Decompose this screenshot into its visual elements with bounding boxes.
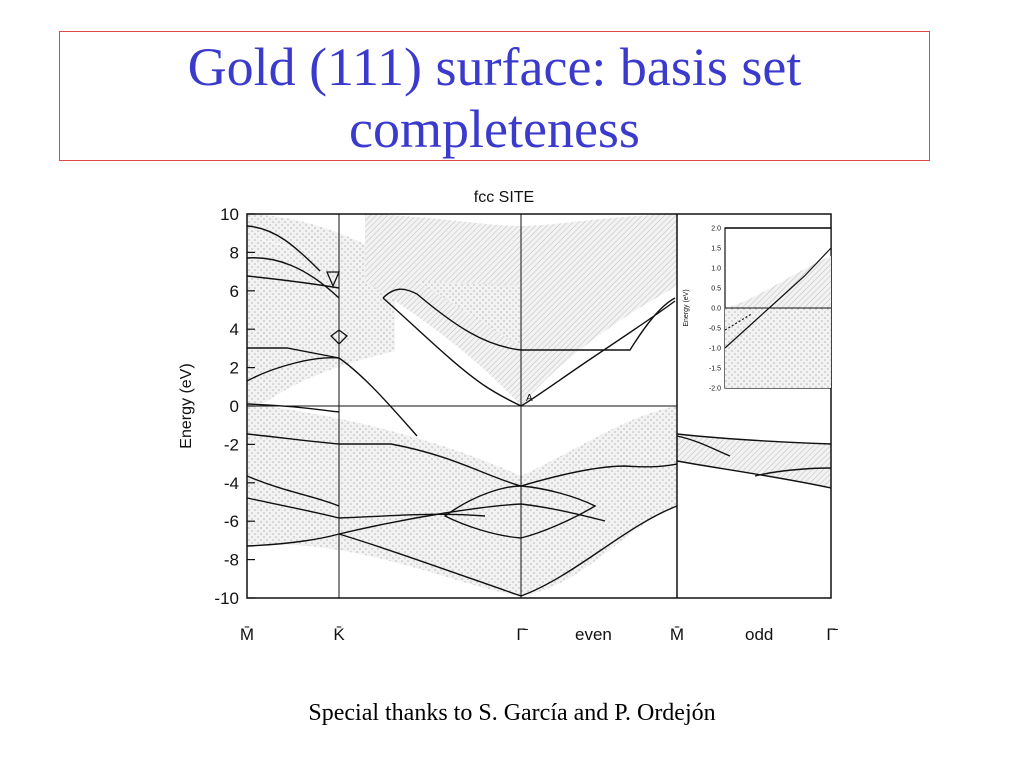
y-tick-label: -10 (214, 589, 239, 608)
x-tick-label: even (575, 625, 612, 644)
x-tick-label: Γ̄ (516, 625, 528, 644)
x-tick-label: M̄ (240, 625, 254, 644)
y-tick-label: 6 (230, 282, 239, 301)
y-axis-label: Energy (eV) (178, 363, 195, 448)
y-tick-label: 2 (230, 359, 239, 378)
inset-y-tick-labels: 2.0 1.5 1.0 0.5 0.0 -0.5 -1.0 -1.5 -2.0 (709, 226, 721, 393)
slide-title: Gold (111) surface: basis set completene… (187, 37, 802, 159)
inset-y-tick-label: 2.0 (711, 226, 721, 233)
title-box: Gold (111) surface: basis set completene… (59, 31, 930, 161)
annotation-label: A (526, 393, 533, 404)
inset-y-tick-label: 0.0 (711, 306, 721, 313)
inset-y-tick-label: -2.0 (709, 386, 721, 393)
inset-panel: 2.0 1.5 1.0 0.5 0.0 -0.5 -1.0 -1.5 -2.0 Energy (… (683, 226, 832, 393)
band-lines (246, 225, 832, 597)
y-ticks (247, 213, 255, 599)
marker-diamond (330, 329, 348, 345)
inset-y-tick-label: 1.0 (711, 266, 721, 273)
marker-triangle (326, 271, 340, 288)
y-tick-label: 4 (230, 320, 239, 339)
inset-y-tick-label: -1.5 (709, 366, 721, 373)
inset-band-line-2 (724, 313, 752, 331)
y-tick-label: -4 (224, 474, 239, 493)
inset-y-tick-label: -1.0 (709, 346, 721, 353)
x-tick-label: K̄ (333, 625, 345, 644)
y-tick-label: -2 (224, 435, 239, 454)
inset-y-tick-label: 0.5 (711, 286, 721, 293)
inset-y-tick-label: -0.5 (709, 326, 721, 333)
x-tick-label: odd (745, 625, 773, 644)
y-tick-labels: 10 8 6 4 2 0 -2 -4 -6 -8 -10 (214, 205, 239, 608)
slide-caption: Special thanks to S. García and P. Ordej… (308, 700, 716, 726)
y-tick-label: -8 (224, 551, 239, 570)
inset-y-axis-label: Energy (eV) (683, 289, 690, 326)
inset-y-tick-label: 1.5 (711, 246, 721, 253)
x-tick-label: M̄ (670, 625, 684, 644)
x-tick-labels: M̄ K̄ Γ̄ even M̄ odd Γ̄ (240, 625, 839, 644)
y-tick-label: 10 (220, 205, 239, 224)
x-tick-label: Γ̄ (826, 625, 838, 644)
inset-band-line-1 (724, 247, 832, 349)
y-tick-label: 8 (230, 243, 239, 262)
y-tick-label: 0 (230, 397, 239, 416)
figure-title: fcc SITE (474, 189, 534, 206)
y-tick-label: -6 (224, 512, 239, 531)
band-structure-figure: fcc SITE Energy (eV) 1086420-2-4-6-8-10 … (178, 189, 839, 644)
